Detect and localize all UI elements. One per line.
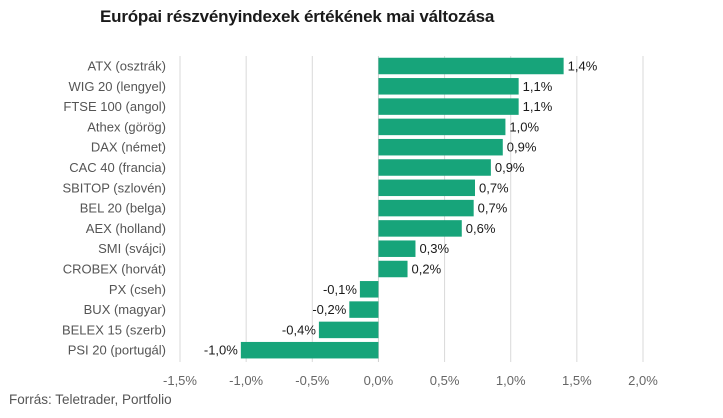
value-label: 1,0% [509,119,539,134]
value-label: 1,1% [523,99,553,114]
value-label: 0,6% [466,221,496,236]
category-label: Athex (görög) [87,119,166,134]
bar [378,220,462,237]
category-label: SBITOP (szlovén) [62,180,166,195]
category-label: BELEX 15 (szerb) [62,322,166,337]
value-label: 1,1% [523,79,553,94]
bar [240,341,379,359]
value-label: -0,2% [312,302,346,317]
category-label: CAC 40 (francia) [69,160,166,175]
category-label: DAX (német) [91,140,166,155]
x-tick-label: 0,0% [364,373,394,388]
bar [378,260,408,278]
bar [349,301,379,318]
bar [378,78,519,95]
category-labels: ATX (osztrák) WIG 20 (lengyel) FTSE 100 (a… [62,59,166,358]
chart-title: Európai részvényindexek értékének mai vá… [100,7,495,26]
value-label: -0,4% [282,322,316,337]
x-tick-label: -0,5% [295,373,329,388]
value-label: 0,7% [479,180,509,195]
value-label: 0,9% [495,160,525,175]
bar [378,98,519,115]
value-label: 0,3% [419,241,449,256]
category-label: AEX (holland) [86,221,166,236]
value-label: -1,0% [204,343,238,358]
category-label: PX (cseh) [109,282,166,297]
value-label: 1,4% [568,59,598,74]
bar [318,321,379,339]
value-label: -0,1% [323,282,357,297]
bars [240,57,564,359]
bar [378,118,506,136]
bar [378,57,564,75]
value-label: 0,9% [507,140,537,155]
value-labels: 1,4% 1,1% 1,1% 1,0% 0,9% 0,9% 0,7% 0,7% 0,6% 0,3%… [204,59,598,358]
category-label: SMI (svájci) [98,241,166,256]
category-label: BUX (magyar) [84,302,166,317]
x-tick-label: 0,5% [430,373,460,388]
value-label: 0,2% [412,262,442,277]
category-label: WIG 20 (lengyel) [68,79,166,94]
category-label: PSI 20 (portugál) [68,343,166,358]
x-tick-label: -1,5% [163,373,197,388]
x-axis-ticks: -1,5% -1,0% -0,5% 0,0% 0,5% 1,0% 1,5% 2,0% [163,373,658,388]
x-tick-label: 2,0% [628,373,658,388]
x-tick-label: 1,5% [562,373,592,388]
category-label: BEL 20 (belga) [80,201,166,216]
bar [378,240,416,257]
bar [378,179,475,197]
bar [359,281,379,298]
value-label: 0,7% [478,201,508,216]
category-label: ATX (osztrák) [88,59,167,74]
x-tick-label: -1,0% [229,373,263,388]
bar [378,159,491,176]
bar [378,138,503,156]
category-label: FTSE 100 (angol) [63,99,166,114]
source-note: Forrás: Teletrader, Portfolio [9,392,172,407]
bar [378,199,474,217]
x-tick-label: 1,0% [496,373,526,388]
category-label: CROBEX (horvát) [63,262,166,277]
